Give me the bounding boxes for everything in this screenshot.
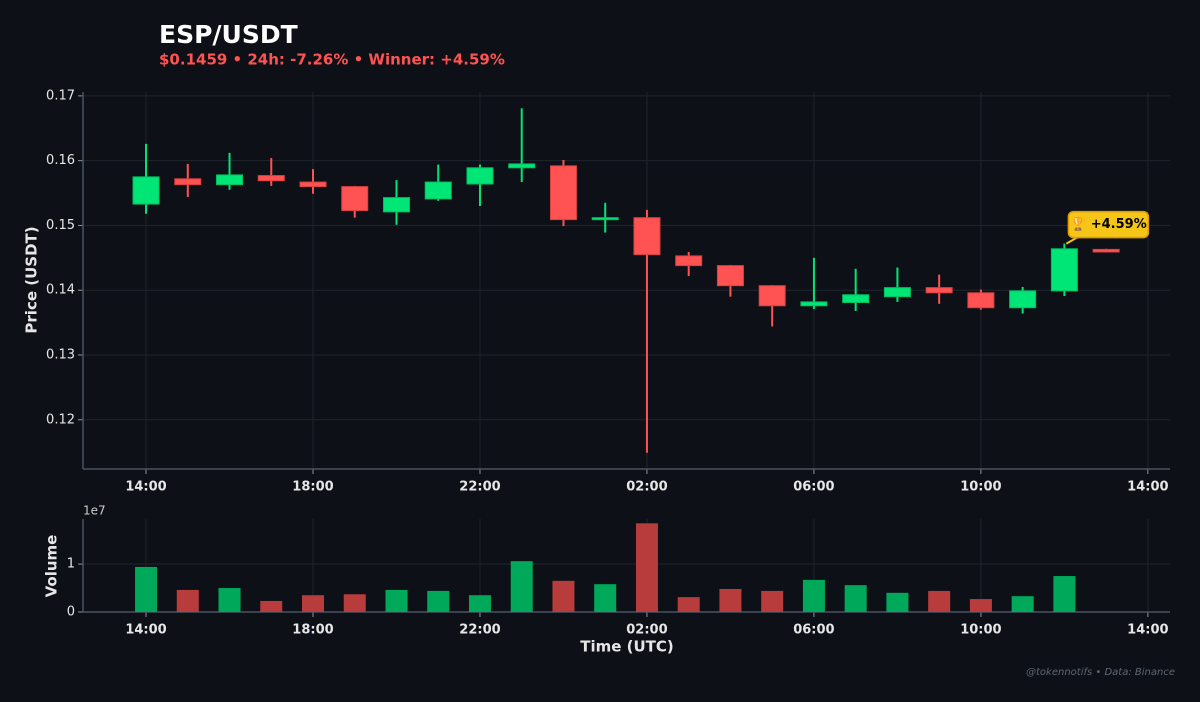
x-tick-label: 18:00 xyxy=(292,623,333,638)
y-axis-label: Volume xyxy=(43,535,61,598)
candle-body xyxy=(508,163,536,169)
candle-body xyxy=(257,175,285,182)
chart-title: ESP/USDT xyxy=(159,20,298,49)
x-tick-label: 10:00 xyxy=(960,480,1001,495)
volume-bar xyxy=(969,599,992,612)
volume-bar xyxy=(928,590,951,612)
volume-bar xyxy=(260,600,283,612)
x-tick-label: 10:00 xyxy=(960,623,1001,638)
candle-body xyxy=(675,255,703,267)
candle-body xyxy=(1009,290,1037,309)
x-tick-label: 14:00 xyxy=(125,623,166,638)
x-tick-label: 06:00 xyxy=(793,480,834,495)
y-tick-label: 0.13 xyxy=(46,347,75,362)
x-tick-label: 14:00 xyxy=(125,480,166,495)
volume-bar xyxy=(1011,596,1034,612)
volume-bar xyxy=(844,585,867,612)
candle-body xyxy=(1050,248,1078,292)
volume-bar xyxy=(468,595,491,612)
candle-body xyxy=(549,165,577,221)
y-tick-label: 0.17 xyxy=(46,88,75,103)
y-axis-label: Price (USDT) xyxy=(23,226,41,333)
x-axis-label: Time (UTC) xyxy=(580,638,674,656)
y-tick-label: 1 xyxy=(67,557,75,572)
y-tick-label: 0 xyxy=(67,605,75,620)
x-tick-label: 14:00 xyxy=(1127,480,1168,495)
x-tick-label: 02:00 xyxy=(626,480,667,495)
x-tick-label: 02:00 xyxy=(626,623,667,638)
y-tick-label: 0.14 xyxy=(46,283,75,298)
y-tick-label: 0.16 xyxy=(46,153,75,168)
candle-body xyxy=(925,287,953,294)
volume-bar xyxy=(510,561,533,612)
volume-bar xyxy=(218,588,241,612)
volume-bar xyxy=(802,579,825,612)
candle-body xyxy=(299,181,327,188)
y-tick-label: 0.12 xyxy=(46,412,75,427)
candle-body xyxy=(758,285,786,307)
candle-body xyxy=(883,287,911,298)
candle-body xyxy=(466,167,494,185)
candle-body xyxy=(967,292,995,309)
volume-bar xyxy=(552,580,575,612)
volume-bar xyxy=(385,589,408,612)
x-tick-label: 14:00 xyxy=(1127,623,1168,638)
candle-body xyxy=(174,178,202,186)
volume-bar xyxy=(427,590,450,612)
subtitle: $0.1459 • 24h: -7.26% • Winner: +4.59% xyxy=(159,51,505,69)
footer: @tokennotifs • Data: Binance xyxy=(1026,667,1175,678)
offset-label: 1e7 xyxy=(83,504,106,518)
volume-bar xyxy=(677,597,700,612)
x-tick-label: 18:00 xyxy=(292,480,333,495)
candle-body xyxy=(842,294,870,304)
volume-bar xyxy=(343,594,366,612)
candle-body xyxy=(341,186,369,212)
volume-bar xyxy=(886,592,909,612)
candle-body xyxy=(591,217,619,221)
candle-body xyxy=(132,176,160,205)
volume-bar xyxy=(176,589,199,612)
candle-body xyxy=(424,181,452,200)
volume-bar xyxy=(1053,576,1076,612)
candle-body xyxy=(633,217,661,256)
candle-body xyxy=(382,197,410,213)
volume-bar xyxy=(302,595,325,612)
candle-body xyxy=(800,301,828,307)
candle-body xyxy=(716,265,744,287)
volume-bar xyxy=(761,590,784,612)
x-tick-label: 06:00 xyxy=(793,623,834,638)
volume-bar xyxy=(635,523,658,612)
candle-body xyxy=(216,174,244,186)
x-tick-label: 22:00 xyxy=(459,623,500,638)
y-tick-label: 0.15 xyxy=(46,218,75,233)
volume-bar xyxy=(594,584,617,612)
annotation: 🏆 +4.59% xyxy=(1070,216,1147,232)
volume-bar xyxy=(135,566,158,612)
x-tick-label: 22:00 xyxy=(459,480,500,495)
volume-bar xyxy=(719,588,742,612)
annotation-box xyxy=(1067,210,1150,239)
candle-body xyxy=(1092,248,1120,253)
